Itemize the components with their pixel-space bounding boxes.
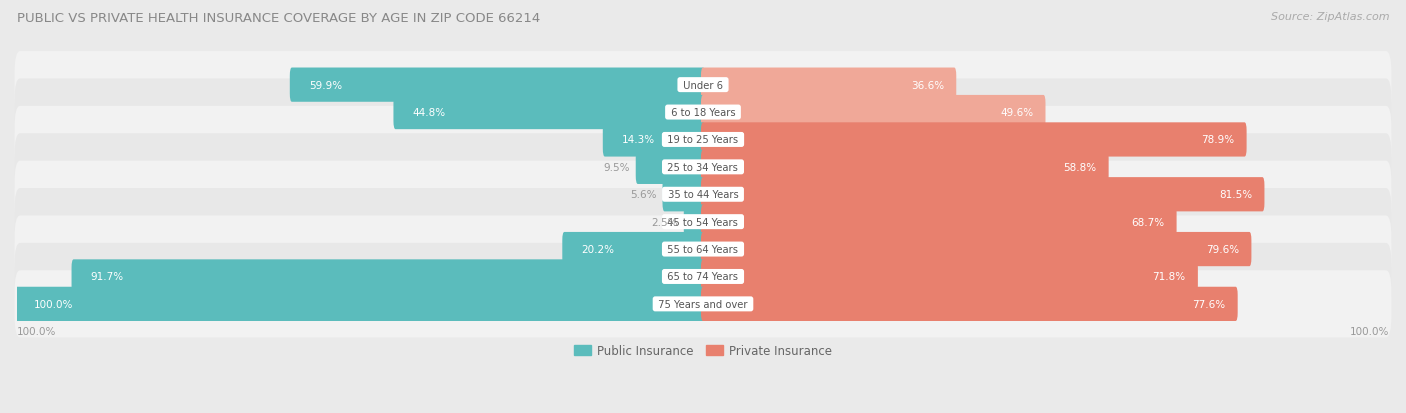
Text: 59.9%: 59.9% bbox=[309, 81, 342, 90]
FancyBboxPatch shape bbox=[14, 189, 1392, 256]
Text: 58.8%: 58.8% bbox=[1063, 162, 1097, 173]
FancyBboxPatch shape bbox=[702, 123, 1247, 157]
Text: 20.2%: 20.2% bbox=[582, 244, 614, 254]
Text: 100.0%: 100.0% bbox=[34, 299, 73, 309]
FancyBboxPatch shape bbox=[14, 107, 1392, 173]
FancyBboxPatch shape bbox=[603, 123, 704, 157]
Text: 78.9%: 78.9% bbox=[1201, 135, 1234, 145]
Text: 75 Years and over: 75 Years and over bbox=[655, 299, 751, 309]
Text: 100.0%: 100.0% bbox=[1350, 326, 1389, 336]
FancyBboxPatch shape bbox=[14, 161, 1392, 228]
Text: 36.6%: 36.6% bbox=[911, 81, 943, 90]
Text: 77.6%: 77.6% bbox=[1192, 299, 1225, 309]
FancyBboxPatch shape bbox=[702, 150, 1109, 185]
FancyBboxPatch shape bbox=[702, 205, 1177, 239]
FancyBboxPatch shape bbox=[394, 96, 704, 130]
FancyBboxPatch shape bbox=[562, 233, 704, 266]
FancyBboxPatch shape bbox=[702, 287, 1237, 321]
FancyBboxPatch shape bbox=[14, 134, 1392, 201]
Text: 49.6%: 49.6% bbox=[1000, 108, 1033, 118]
Text: 45 to 54 Years: 45 to 54 Years bbox=[665, 217, 741, 227]
FancyBboxPatch shape bbox=[702, 233, 1251, 266]
FancyBboxPatch shape bbox=[14, 216, 1392, 283]
Text: 81.5%: 81.5% bbox=[1219, 190, 1253, 200]
Text: 65 to 74 Years: 65 to 74 Years bbox=[665, 272, 741, 282]
Text: 55 to 64 Years: 55 to 64 Years bbox=[665, 244, 741, 254]
Text: Source: ZipAtlas.com: Source: ZipAtlas.com bbox=[1271, 12, 1389, 22]
Text: 79.6%: 79.6% bbox=[1206, 244, 1239, 254]
FancyBboxPatch shape bbox=[14, 52, 1392, 119]
Text: 9.5%: 9.5% bbox=[603, 162, 630, 173]
Text: 71.8%: 71.8% bbox=[1153, 272, 1185, 282]
FancyBboxPatch shape bbox=[14, 79, 1392, 146]
FancyBboxPatch shape bbox=[662, 178, 704, 212]
FancyBboxPatch shape bbox=[14, 243, 1392, 310]
Text: 19 to 25 Years: 19 to 25 Years bbox=[665, 135, 741, 145]
FancyBboxPatch shape bbox=[702, 260, 1198, 294]
Text: 14.3%: 14.3% bbox=[621, 135, 655, 145]
Text: 91.7%: 91.7% bbox=[91, 272, 124, 282]
Text: 68.7%: 68.7% bbox=[1130, 217, 1164, 227]
Text: 44.8%: 44.8% bbox=[413, 108, 446, 118]
Legend: Public Insurance, Private Insurance: Public Insurance, Private Insurance bbox=[569, 339, 837, 362]
Text: 25 to 34 Years: 25 to 34 Years bbox=[665, 162, 741, 173]
FancyBboxPatch shape bbox=[683, 205, 704, 239]
FancyBboxPatch shape bbox=[14, 271, 1392, 337]
FancyBboxPatch shape bbox=[702, 68, 956, 102]
FancyBboxPatch shape bbox=[702, 96, 1046, 130]
Text: 2.5%: 2.5% bbox=[651, 217, 678, 227]
FancyBboxPatch shape bbox=[702, 178, 1264, 212]
Text: 100.0%: 100.0% bbox=[17, 326, 56, 336]
FancyBboxPatch shape bbox=[14, 287, 704, 321]
FancyBboxPatch shape bbox=[290, 68, 704, 102]
Text: 6 to 18 Years: 6 to 18 Years bbox=[668, 108, 738, 118]
Text: 5.6%: 5.6% bbox=[630, 190, 657, 200]
FancyBboxPatch shape bbox=[636, 150, 704, 185]
Text: Under 6: Under 6 bbox=[681, 81, 725, 90]
Text: PUBLIC VS PRIVATE HEALTH INSURANCE COVERAGE BY AGE IN ZIP CODE 66214: PUBLIC VS PRIVATE HEALTH INSURANCE COVER… bbox=[17, 12, 540, 25]
FancyBboxPatch shape bbox=[72, 260, 704, 294]
Text: 35 to 44 Years: 35 to 44 Years bbox=[665, 190, 741, 200]
